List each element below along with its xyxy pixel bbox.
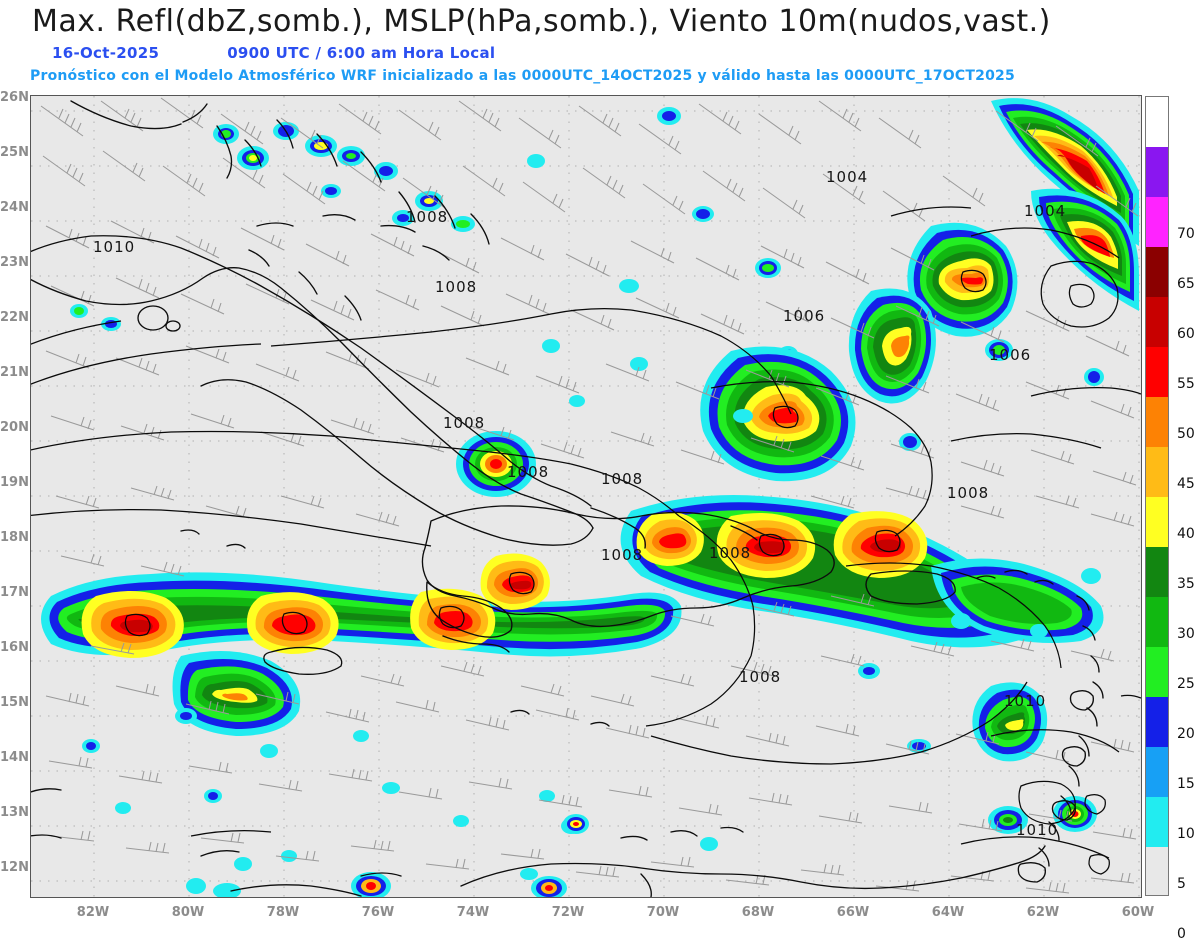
colorbar-tick-label: 25	[1177, 676, 1195, 692]
isobar-label: 1008	[435, 278, 478, 296]
colorbar-band	[1146, 497, 1168, 547]
y-tick-label: 14N	[0, 750, 29, 765]
coastlines	[31, 100, 1104, 897]
colorbar-tick-label: 40	[1177, 526, 1195, 542]
colorbar-tick-label: 65	[1177, 276, 1195, 292]
x-tick-label: 78W	[266, 905, 300, 920]
y-tick-label: 23N	[0, 255, 29, 270]
colorbar-tick-label: 10	[1177, 826, 1195, 842]
wind-barbs	[40, 97, 1139, 894]
isobar-label: 1008	[947, 484, 990, 502]
isobar-label: 1006	[783, 307, 826, 325]
colorbar-tick-label: 60	[1177, 326, 1195, 342]
x-tick-label: 70W	[646, 905, 680, 920]
colorbar-tick-label: 0	[1177, 926, 1186, 942]
x-tick-label: 76W	[361, 905, 395, 920]
x-tick-label: 72W	[551, 905, 585, 920]
page-title: Max. Refl(dbZ,somb.), MSLP(hPa,somb.), V…	[32, 4, 1051, 39]
colorbar-tick-label: 70	[1177, 226, 1195, 242]
y-tick-label: 19N	[0, 475, 29, 490]
isobar-label: 1008	[507, 463, 550, 481]
colorbar-band	[1146, 597, 1168, 647]
reflectivity-colorbar	[1145, 96, 1169, 896]
colorbar-tick-label: 50	[1177, 426, 1195, 442]
colorbar-tick-label: 20	[1177, 726, 1195, 742]
isobar-label: 1010	[93, 238, 136, 256]
x-tick-label: 60W	[1121, 905, 1155, 920]
y-tick-label: 22N	[0, 310, 29, 325]
date-time-line: 16-Oct-2025 0900 UTC / 6:00 am Hora Local	[52, 44, 495, 62]
colorbar-band	[1146, 247, 1168, 297]
weather-map-svg	[31, 96, 1141, 897]
x-tick-label: 80W	[171, 905, 205, 920]
colorbar-band	[1146, 647, 1168, 697]
colorbar-tick-label: 15	[1177, 776, 1195, 792]
isobar-label: 1004	[1024, 202, 1067, 220]
colorbar-tick-label: 45	[1177, 476, 1195, 492]
isobar-label: 1008	[601, 546, 644, 564]
colorbar-band	[1146, 747, 1168, 797]
forecast-date: 16-Oct-2025	[52, 44, 160, 62]
colorbar-tick-label: 30	[1177, 626, 1195, 642]
colorbar-band	[1146, 547, 1168, 597]
y-tick-label: 15N	[0, 695, 29, 710]
colorbar-band	[1146, 197, 1168, 247]
colorbar-band	[1146, 447, 1168, 497]
colorbar-band	[1146, 797, 1168, 847]
x-tick-label: 82W	[76, 905, 110, 920]
y-tick-label: 12N	[0, 860, 29, 875]
isobar-label: 1008	[601, 470, 644, 488]
isobar-label: 1006	[989, 346, 1032, 364]
x-tick-label: 64W	[931, 905, 965, 920]
header: Max. Refl(dbZ,somb.), MSLP(hPa,somb.), V…	[0, 0, 1200, 92]
isobar-label: 1008	[406, 208, 449, 226]
isobar-label: 1010	[1016, 821, 1059, 839]
mslp-isobars	[31, 206, 1141, 875]
colorbar-band	[1146, 347, 1168, 397]
colorbar-band	[1146, 147, 1168, 197]
x-tick-label: 66W	[836, 905, 870, 920]
colorbar-band	[1146, 697, 1168, 747]
isobar-label: 1008	[443, 414, 486, 432]
colorbar-band	[1146, 397, 1168, 447]
x-tick-label: 68W	[741, 905, 775, 920]
isobar-label: 1008	[739, 668, 782, 686]
y-tick-label: 25N	[0, 145, 29, 160]
forecast-note: Pronóstico con el Modelo Atmosférico WRF…	[30, 68, 1015, 84]
forecast-time: 0900 UTC / 6:00 am Hora Local	[227, 44, 496, 62]
colorbar-band	[1146, 97, 1168, 147]
colorbar-tick-label: 55	[1177, 376, 1195, 392]
colorbar-band	[1146, 297, 1168, 347]
y-tick-label: 13N	[0, 805, 29, 820]
x-tick-label: 74W	[456, 905, 490, 920]
y-tick-label: 26N	[0, 90, 29, 105]
isobar-label: 1008	[709, 544, 752, 562]
y-tick-label: 17N	[0, 585, 29, 600]
colorbar-band	[1146, 847, 1168, 895]
y-tick-label: 16N	[0, 640, 29, 655]
y-tick-label: 20N	[0, 420, 29, 435]
y-tick-label: 21N	[0, 365, 29, 380]
isobar-label: 1004	[826, 168, 869, 186]
y-tick-label: 24N	[0, 200, 29, 215]
isobar-label: 1010	[1004, 692, 1047, 710]
y-tick-label: 18N	[0, 530, 29, 545]
colorbar-tick-label: 35	[1177, 576, 1195, 592]
colorbar-tick-label: 5	[1177, 876, 1186, 892]
x-tick-label: 62W	[1026, 905, 1060, 920]
map-plot-area: 1010 1008 1008 1008 1008 1008 1008 1008 …	[30, 95, 1142, 898]
